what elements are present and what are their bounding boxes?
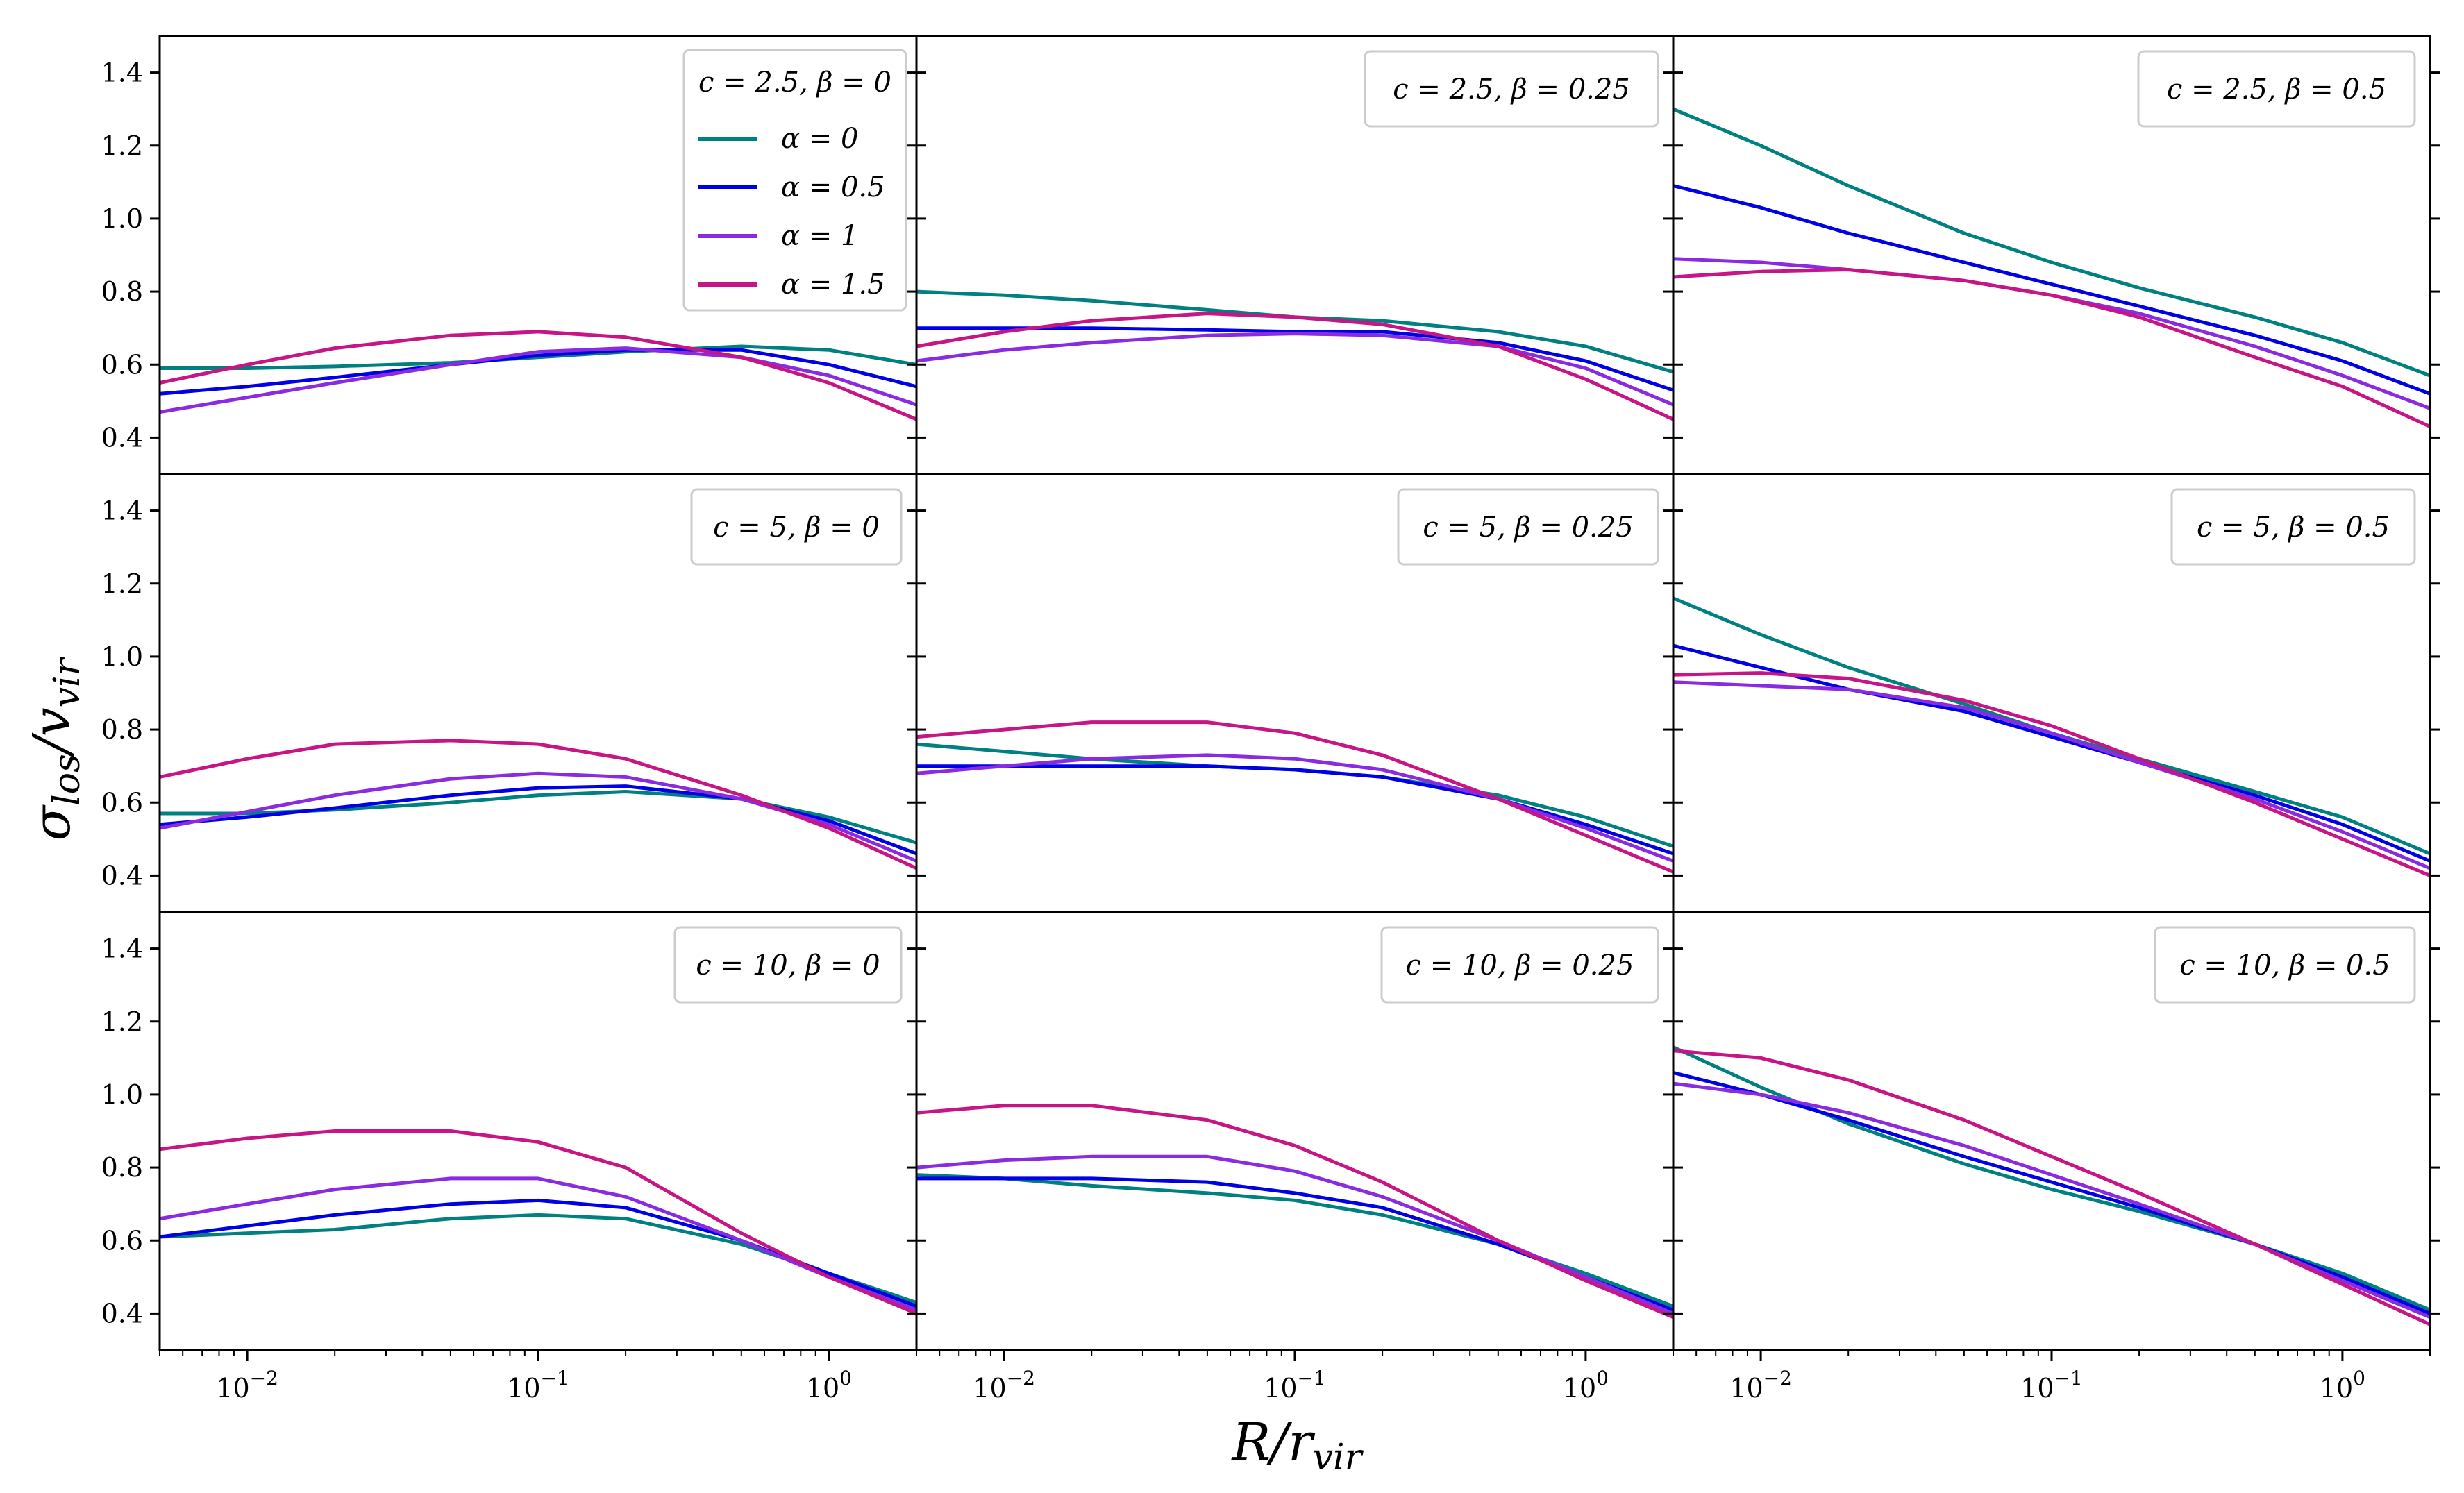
- y-tick-label: 0.4: [101, 1298, 143, 1328]
- y-tick-label: 1.2: [101, 130, 143, 161]
- panel-label-box: [2137, 50, 2416, 128]
- panel-1-1: 0.4 0.6 0.8 1.0 1.2 1.4 c = 2.5, β = 0 α = 0 α =…: [101, 35, 926, 475]
- panel-label: c = 2.5, β = 0.5: [2167, 74, 2386, 106]
- panel-2-3: c = 5, β = 0.5: [1663, 473, 2440, 913]
- panel-3-2: 10−2 10−1 100 c = 10, β = 0.25: [907, 911, 1683, 1403]
- y-tick-label: 1.0: [101, 1079, 143, 1110]
- legend-label: α = 1.5: [781, 269, 885, 301]
- legend-label: α = 0: [781, 123, 858, 155]
- x-tick-label: 100: [2320, 1367, 2365, 1403]
- panel-label: c = 5, β = 0.5: [2197, 512, 2390, 543]
- series-line-alpha-1: [916, 1176, 1674, 1312]
- y-tick-label: 1.2: [101, 1006, 143, 1037]
- panel-label: c = 5, β = 0: [713, 512, 880, 543]
- series-line-alpha-1: [916, 764, 1674, 856]
- x-tick-label: 10−2: [1729, 1367, 1792, 1403]
- series-line-alpha-1: [159, 348, 917, 396]
- y-tick-label: 0.8: [101, 1152, 143, 1183]
- y-tick-label: 1.2: [101, 568, 143, 599]
- panel-3-3: 10−2 10−1 100 c = 10, β = 0.5: [1663, 911, 2440, 1403]
- series-line-alpha-2: [1673, 680, 2431, 870]
- panel-label: c = 10, β = 0.5: [2179, 950, 2390, 981]
- series-line-alpha-1: [916, 326, 1674, 392]
- y-tick-label: 1.4: [101, 58, 143, 88]
- series-line-alpha-3: [916, 720, 1674, 874]
- series-line-alpha-3: [159, 739, 918, 870]
- y-axis-title: σlos/vvir: [22, 656, 88, 841]
- panel-label: c = 5, β = 0.25: [1423, 512, 1633, 543]
- series-line-alpha-0: [1673, 107, 2431, 378]
- panel-label: c = 10, β = 0.25: [1406, 950, 1634, 981]
- panels-group: 0.4 0.6 0.8 1.0 1.2 1.4 c = 2.5, β = 0 α = 0 α =…: [101, 35, 2440, 1403]
- series-line-alpha-2: [916, 1154, 1674, 1315]
- series-line-alpha-2: [916, 332, 1674, 407]
- series-line-alpha-3: [916, 312, 1675, 421]
- series-line-alpha-1: [1673, 1070, 2431, 1315]
- panel-label: c = 10, β = 0: [696, 950, 880, 981]
- series-line-alpha-0: [159, 1213, 917, 1304]
- series-line-alpha-3: [1673, 268, 2431, 428]
- y-tick-label: 0.6: [101, 349, 143, 380]
- panel-label-box: [2170, 488, 2416, 566]
- y-tick-label: 1.4: [101, 934, 143, 964]
- panel-label-box: [673, 926, 903, 1004]
- legend-title: c = 2.5, β = 0: [698, 67, 891, 99]
- y-tick-label: 0.4: [101, 860, 143, 891]
- series-line-alpha-2: [1673, 1081, 2431, 1319]
- panel-label-box: [2154, 926, 2416, 1004]
- series-line-alpha-2: [159, 346, 917, 414]
- panel-label-box: [1397, 488, 1659, 566]
- series-line-alpha-3: [1673, 671, 2431, 877]
- x-axis-title: R/rvir: [1231, 1412, 1364, 1478]
- x-tick-label: 10−1: [2020, 1367, 2083, 1403]
- y-tick-label: 0.8: [101, 276, 143, 307]
- series-line-alpha-2: [159, 1176, 917, 1312]
- x-tick-label: 10−1: [1264, 1367, 1326, 1403]
- y-tick-label: 0.8: [101, 714, 143, 745]
- panel-1-2: c = 2.5, β = 0.25: [907, 35, 1683, 475]
- series-line-alpha-3: [159, 1129, 917, 1315]
- x-tick-label: 10−2: [973, 1367, 1035, 1403]
- panel-2-1: 0.4 0.6 0.8 1.0 1.2 1.4 c = 5, β = 0: [101, 473, 926, 913]
- legend-box: [682, 49, 907, 312]
- panel-frame: [1672, 911, 2431, 1351]
- x-tick-label: 10−2: [216, 1367, 278, 1403]
- x-tick-label: 10−1: [507, 1367, 569, 1403]
- x-tick-label: 100: [1563, 1367, 1609, 1403]
- series-line-alpha-1: [159, 784, 917, 856]
- panel-1-3: c = 2.5, β = 0.5: [1663, 35, 2440, 475]
- series-line-alpha-3: [159, 330, 917, 421]
- panel-3-1: 0.4 0.6 0.8 1.0 1.2 1.4 10−2 10−1 100 c = 10, β =…: [101, 911, 926, 1403]
- x-tick-label: 100: [806, 1367, 852, 1403]
- y-tick-label: 1.0: [101, 203, 143, 234]
- series-line-alpha-1: [1673, 184, 2431, 396]
- y-tick-label: 1.4: [101, 496, 143, 526]
- legend-label: α = 0.5: [781, 171, 885, 203]
- series-line-alpha-0: [160, 344, 917, 370]
- panel-label-box: [690, 488, 903, 566]
- series-line-alpha-2: [916, 753, 1674, 863]
- panel-label-box: [1380, 926, 1659, 1004]
- panel-2-2: c = 5, β = 0.25: [907, 473, 1683, 913]
- panel-label: c = 2.5, β = 0.25: [1393, 74, 1630, 106]
- series-line-alpha-0: [160, 790, 917, 845]
- panel-label-box: [1364, 50, 1659, 128]
- y-tick-label: 0.6: [101, 787, 143, 818]
- series-line-alpha-3: [916, 1104, 1674, 1319]
- y-tick-label: 0.4: [101, 422, 143, 453]
- series-line-alpha-3: [1673, 1049, 2431, 1326]
- y-tick-label: 0.6: [101, 1225, 143, 1256]
- y-tick-label: 1.0: [101, 641, 143, 672]
- legend-label: α = 1: [781, 220, 858, 252]
